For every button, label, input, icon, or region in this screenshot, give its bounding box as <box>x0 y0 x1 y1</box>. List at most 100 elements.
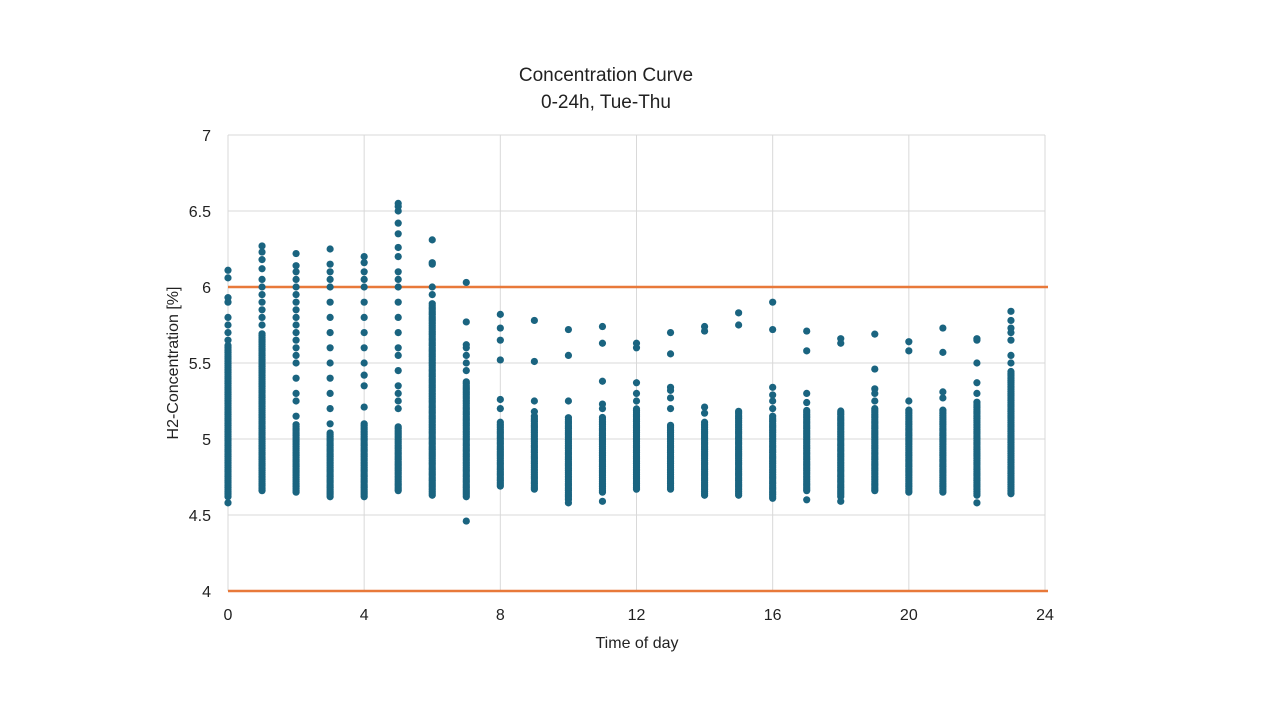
data-point <box>258 306 266 314</box>
data-point <box>462 341 470 349</box>
data-point <box>428 300 436 308</box>
data-point <box>292 321 300 329</box>
data-point <box>258 275 266 283</box>
data-point <box>292 313 300 321</box>
data-point <box>394 275 402 283</box>
data-point <box>428 236 436 244</box>
data-point <box>564 325 573 334</box>
data-point <box>224 341 232 349</box>
data-point <box>905 347 913 355</box>
data-point <box>939 324 947 332</box>
data-point <box>292 412 300 420</box>
data-point <box>292 291 300 299</box>
data-point <box>360 420 368 428</box>
data-point <box>292 329 300 337</box>
data-point <box>769 397 777 405</box>
data-point <box>905 338 913 346</box>
data-point <box>326 420 334 428</box>
data-point <box>292 268 300 276</box>
data-point <box>394 219 402 227</box>
data-point <box>973 379 981 387</box>
data-point <box>326 283 334 291</box>
data-point <box>496 336 504 344</box>
data-point <box>803 347 811 355</box>
data-point <box>462 367 470 375</box>
data-point <box>837 335 845 343</box>
data-point <box>394 298 402 306</box>
data-point <box>939 394 947 402</box>
data-point <box>700 418 709 426</box>
data-point <box>326 374 334 382</box>
data-point <box>632 379 641 387</box>
data-point <box>428 259 436 267</box>
data-point <box>224 321 232 329</box>
data-point <box>462 278 470 287</box>
data-point <box>973 335 981 343</box>
data-point <box>292 249 300 258</box>
data-point <box>871 385 879 393</box>
data-point <box>1007 359 1015 367</box>
data-point <box>973 499 981 507</box>
data-point <box>360 298 368 306</box>
x-tick-label: 4 <box>360 607 369 624</box>
data-point <box>326 389 334 397</box>
data-point <box>530 397 538 405</box>
data-point <box>1007 307 1015 315</box>
data-point <box>803 327 811 335</box>
data-point <box>735 321 743 329</box>
data-point <box>360 313 368 321</box>
data-point <box>769 325 777 334</box>
data-point <box>292 306 300 314</box>
data-point <box>769 383 777 391</box>
data-point <box>394 199 402 207</box>
data-point <box>292 397 300 405</box>
data-point <box>632 339 641 347</box>
data-point <box>292 298 300 306</box>
data-point <box>496 310 504 318</box>
data-point <box>769 298 777 306</box>
data-point <box>326 275 334 283</box>
data-point <box>939 348 947 356</box>
data-point <box>564 397 573 405</box>
data-point <box>326 405 334 413</box>
data-point <box>292 262 300 270</box>
data-point <box>462 378 470 386</box>
data-point <box>292 359 300 367</box>
data-point <box>258 298 266 306</box>
data-point <box>326 245 334 253</box>
data-point <box>326 429 334 437</box>
x-axis-ticks: 0 4 8 12 16 20 24 <box>224 607 1054 624</box>
chart-title: Concentration Curve <box>518 65 694 86</box>
x-tick-label: 24 <box>1036 607 1054 624</box>
data-point <box>530 316 538 325</box>
data-point <box>394 367 402 375</box>
data-point <box>292 336 300 344</box>
data-point <box>700 322 709 331</box>
data-point <box>939 388 947 396</box>
data-point <box>360 283 368 291</box>
data-point <box>462 318 470 326</box>
data-point <box>360 329 368 337</box>
data-point <box>326 313 334 321</box>
data-point <box>428 283 436 291</box>
y-tick-label: 6 <box>202 280 211 297</box>
x-tick-label: 12 <box>628 607 646 624</box>
data-point <box>360 403 368 411</box>
data-point <box>292 283 300 291</box>
data-point <box>837 497 845 505</box>
data-point <box>803 389 811 397</box>
data-point <box>666 405 675 413</box>
data-point <box>598 322 607 331</box>
data-point <box>326 260 334 268</box>
data-point <box>394 283 402 291</box>
data-point <box>292 275 300 283</box>
data-point <box>394 382 402 390</box>
data-point <box>224 499 232 507</box>
data-point <box>803 496 811 504</box>
chart-title-block: Concentration Curve 0-24h, Tue-Thu <box>0 62 1212 116</box>
data-point <box>598 339 607 347</box>
data-point <box>564 351 573 359</box>
data-point <box>360 253 368 261</box>
data-point <box>326 329 334 337</box>
data-point <box>394 253 402 261</box>
